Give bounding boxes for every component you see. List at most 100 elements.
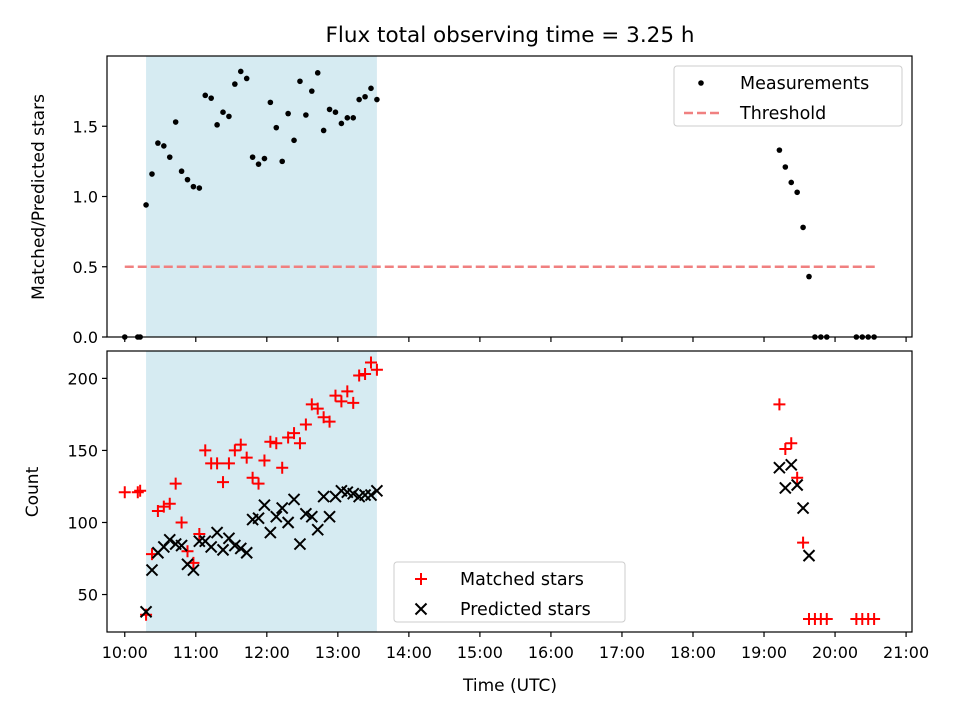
predicted-star-point [163,533,176,546]
matched-star-point [258,454,271,467]
predicted-star-point [234,542,247,555]
matched-star-point [217,476,230,489]
predicted-star-point [210,526,224,539]
legend: Matched stars Predicted stars [393,561,626,623]
measurement-point [332,109,339,115]
x-tick-label: 21:00 [883,643,929,662]
x-axis-label: Time (UTC) [462,676,557,696]
predicted-star-point [317,490,330,503]
legend-entry: Predicted stars [414,600,591,620]
measurement-point [166,154,173,160]
measurement-point [196,185,203,191]
measurement-point [161,143,167,149]
predicted-star-point [228,539,242,552]
matched-star-point [797,536,810,549]
measurement-point [362,93,368,100]
legend-label: Matched stars [460,570,584,590]
measurement-point [208,95,214,101]
predicted-star-point [790,478,804,492]
measurement-point [806,273,812,280]
y-tick-label: 150 [67,441,98,460]
legend-measurement-swatch [698,80,704,86]
x-tick-label: 12:00 [244,643,290,662]
matched-star-point [791,471,804,484]
series-matched-stars [118,356,881,626]
matched-star-point [311,402,324,415]
y-tick-label: 50 [78,586,98,605]
predicted-star-point [779,481,792,495]
matched-star-point [222,457,235,470]
matched-star-point [820,613,833,626]
measurement-point [243,75,250,82]
x-tick-label: 15:00 [457,643,503,662]
measurement-point [368,85,374,92]
predicted-star-point [187,563,200,577]
matched-star-point [246,471,259,484]
predicted-star-point [364,488,378,502]
matched-star-point [335,395,348,408]
predicted-star-point [252,511,265,525]
measurement-point [356,96,362,103]
matched-star-point [364,356,377,369]
measurement-point [155,140,161,146]
predicted-star-point [281,516,295,529]
legend-entry: Threshold [684,104,826,124]
x-tick-label: 14:00 [386,643,432,662]
predicted-star-point [299,507,313,521]
matched-star-point [252,477,265,490]
measurement-point [279,158,286,165]
matched-star-point [773,398,786,411]
predicted-star-point [175,539,188,552]
matched-star-point [211,457,224,470]
matched-star-point [299,418,312,431]
y-tick-label: 1.0 [73,188,98,207]
measurement-point [273,124,280,131]
predicted-star-point [305,510,319,523]
matched-star-point [329,389,342,402]
predicted-star-point [275,501,289,515]
measurement-point [297,78,303,85]
predicted-star-point [145,563,159,577]
legend-label: Predicted stars [460,600,591,620]
top-y-axis-label: Matched/Predicted stars [29,94,49,300]
y-tick-label: 100 [67,513,98,532]
measurement-point [178,168,185,175]
measurement-point [143,202,149,208]
matched-star-point [323,415,336,428]
measurement-point [374,96,380,103]
predicted-star-point [293,537,307,551]
measurement-point [782,164,789,170]
legend-matched-swatch [415,573,427,585]
matched-star-point [341,385,354,398]
predicted-star-point [287,493,301,506]
top-panel: 0.0 0.5 1.0 1.5 Measurements Threshold [73,55,913,347]
predicted-star-point [347,487,360,500]
predicted-star-point [270,510,283,523]
axes-frame [106,350,913,633]
predicted-star-point [264,526,277,539]
measurement-point [261,155,268,162]
measurement-point [326,106,333,113]
legend-box [673,65,903,127]
measurement-point [320,127,327,134]
measurement-point [237,68,244,75]
series-predicted-stars [139,458,816,619]
measurement-point [285,110,291,117]
matched-star-point [169,477,182,490]
predicted-star-point [204,540,218,554]
matched-star-point [359,368,372,381]
measurement-point [226,113,232,120]
x-tick-label: 10:00 [102,643,148,662]
matched-star-point [118,486,131,499]
measurement-point [184,176,191,183]
legend-predicted-swatch [414,602,428,616]
predicted-star-point [773,461,786,474]
measurement-point [344,115,351,121]
predicted-star-point [796,501,810,515]
x-tick-label: 13:00 [315,643,361,662]
x-tick-label: 18:00 [670,643,716,662]
matched-star-point [353,369,366,382]
measurement-point [788,179,795,186]
matched-star-point [193,528,206,541]
matched-star-point [181,545,194,558]
